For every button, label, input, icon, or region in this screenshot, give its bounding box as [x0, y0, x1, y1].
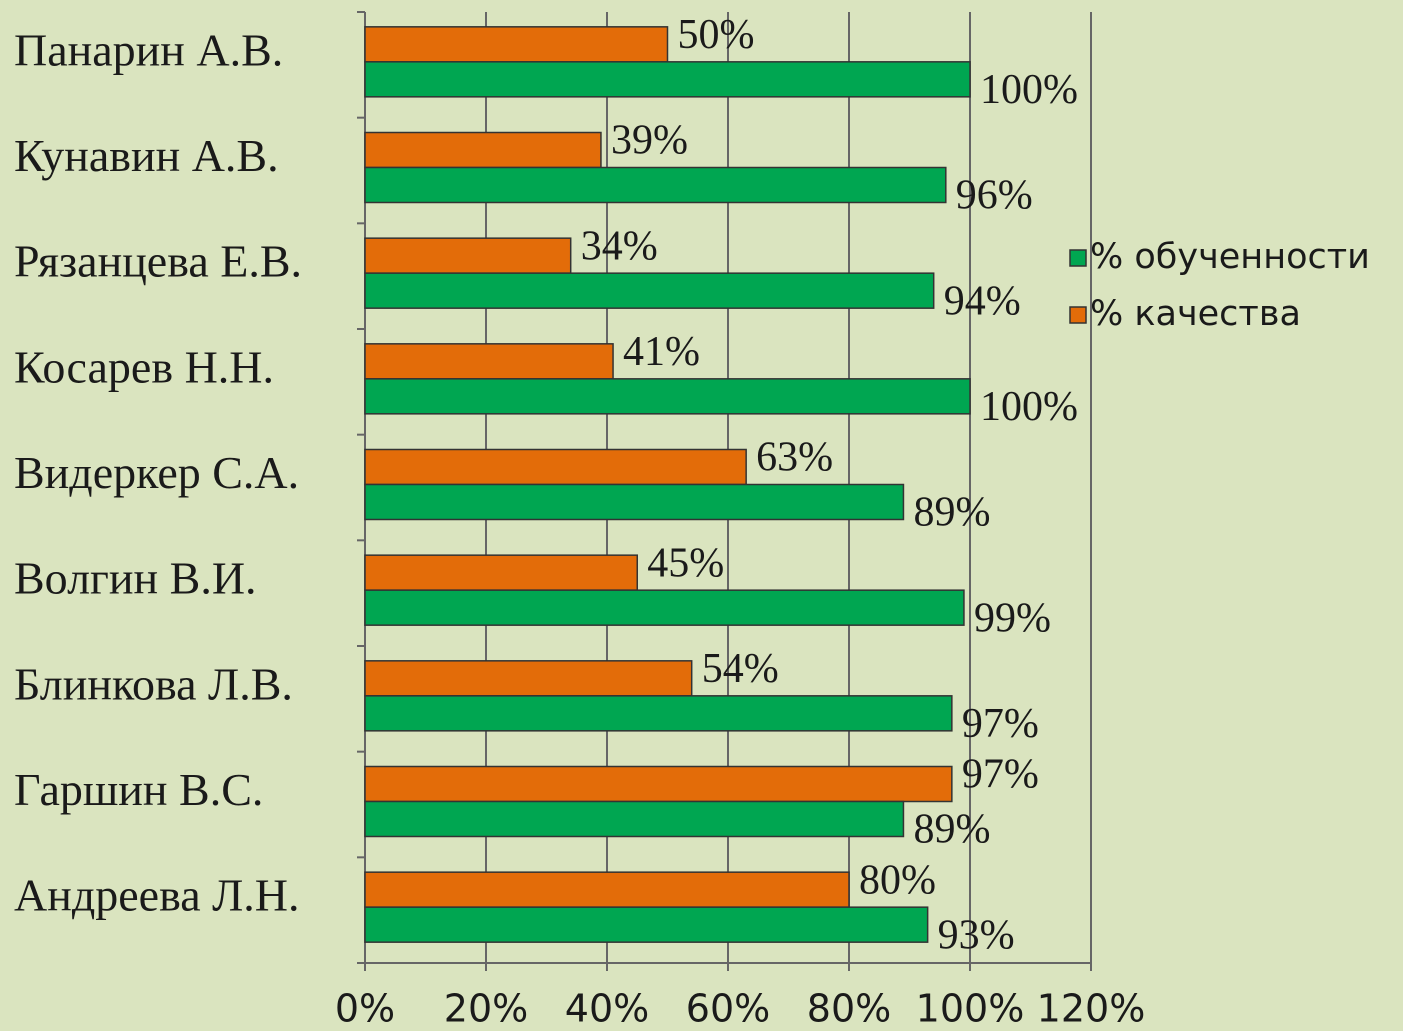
bar — [364, 166, 947, 204]
x-tick-label: 20% — [444, 987, 528, 1031]
bar — [364, 378, 971, 415]
value-label: 99% — [974, 595, 1051, 641]
category-label: Видеркер С.А. — [14, 447, 299, 498]
value-label: 100% — [980, 384, 1078, 430]
value-label: 39% — [611, 118, 688, 164]
bar — [364, 906, 929, 943]
category-label: Панарин А.В. — [14, 24, 283, 75]
category-label: Косарев Н.Н. — [14, 341, 274, 392]
bar — [364, 26, 669, 63]
value-label: 89% — [913, 807, 990, 853]
value-label: 94% — [944, 278, 1021, 324]
category-label: Рязанцева Е.В. — [14, 236, 302, 287]
category-label: Волгин В.И. — [14, 553, 257, 604]
bar — [364, 483, 905, 521]
value-label: 34% — [581, 223, 658, 269]
category-label: Блинкова Л.В. — [14, 658, 293, 709]
bar — [364, 695, 953, 732]
legend-label: % обученности — [1090, 237, 1370, 277]
value-label: 96% — [956, 173, 1033, 219]
category-label: Гаршин В.С. — [14, 764, 263, 815]
value-label: 89% — [913, 490, 990, 536]
value-label: 54% — [702, 646, 779, 692]
bar — [364, 237, 572, 274]
value-label: 41% — [623, 329, 700, 375]
x-tick-label: 80% — [807, 987, 891, 1031]
category-label: Андреева Л.Н. — [14, 870, 300, 921]
x-tick-label: 60% — [686, 987, 770, 1031]
value-label: 63% — [756, 435, 833, 481]
x-tick-label: 120% — [1037, 987, 1146, 1031]
bar — [364, 871, 850, 908]
legend-swatch — [1069, 306, 1087, 324]
value-label: 93% — [938, 912, 1015, 958]
x-tick-label: 0% — [335, 987, 395, 1031]
value-label: 45% — [647, 540, 724, 586]
bar — [364, 272, 935, 309]
bar — [364, 800, 905, 838]
bar — [364, 343, 614, 380]
bar — [364, 131, 602, 169]
x-tick-label: 100% — [916, 987, 1025, 1031]
value-label: 97% — [962, 701, 1039, 747]
bar — [364, 765, 953, 803]
legend-label: % качества — [1090, 294, 1301, 334]
value-label: 50% — [678, 12, 755, 58]
bar — [364, 448, 747, 486]
value-label: 97% — [962, 752, 1039, 798]
bar — [364, 554, 638, 591]
bar — [364, 589, 965, 626]
category-label: Кунавин А.В. — [14, 130, 279, 181]
value-label: 80% — [859, 857, 936, 903]
x-tick-label: 40% — [565, 987, 649, 1031]
bar — [364, 660, 693, 697]
bar — [364, 61, 971, 98]
value-label: 100% — [980, 67, 1078, 113]
legend-swatch — [1069, 249, 1087, 267]
